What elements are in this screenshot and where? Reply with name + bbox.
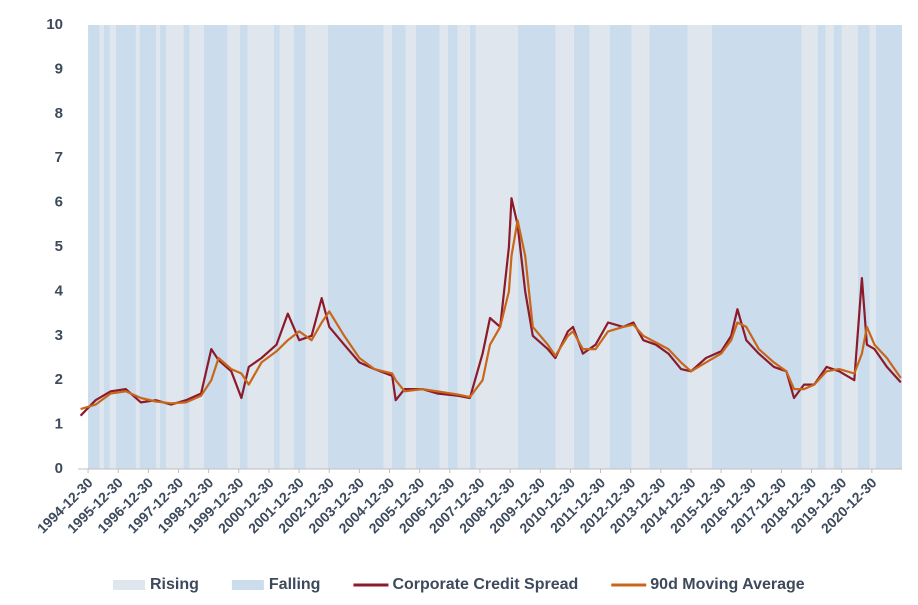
band (555, 25, 574, 469)
band (869, 25, 876, 469)
band (135, 25, 140, 469)
y-tick-label: 2 (55, 371, 63, 388)
band (801, 25, 818, 469)
band (631, 25, 650, 469)
band (858, 25, 870, 469)
band (875, 25, 902, 469)
band (573, 25, 590, 469)
band (99, 25, 104, 469)
band (825, 25, 834, 469)
band (841, 25, 859, 469)
series-line (79, 197, 902, 417)
band (203, 25, 228, 469)
y-tick-label: 0 (55, 460, 63, 477)
legend-swatch (231, 580, 264, 590)
band (383, 25, 392, 469)
band (115, 25, 136, 469)
band (305, 25, 328, 469)
legend-label: Falling (269, 576, 321, 593)
y-tick-label: 7 (55, 149, 63, 166)
band (139, 25, 156, 469)
y-tick-label: 5 (55, 238, 63, 255)
band (833, 25, 842, 469)
band (649, 25, 688, 469)
band (293, 25, 306, 469)
legend: Rising Falling Corporate Credit Spread 90d … (113, 576, 805, 593)
band (103, 25, 110, 469)
band (239, 25, 248, 469)
band (457, 25, 470, 469)
legend-label: Corporate Credit Spread (392, 576, 578, 593)
legend-label: 90d Moving Average (650, 576, 805, 593)
band (227, 25, 240, 469)
band (405, 25, 416, 469)
band (247, 25, 275, 469)
y-tick-label: 4 (55, 282, 64, 299)
band (469, 25, 476, 469)
legend-swatch (113, 580, 145, 590)
band (391, 25, 406, 469)
y-tick-label: 1 (55, 416, 63, 433)
y-tick-label: 3 (55, 327, 63, 344)
y-tick-label: 8 (55, 105, 63, 122)
band (160, 25, 167, 469)
series-line (80, 219, 902, 411)
band (687, 25, 712, 469)
band (155, 25, 161, 469)
band (609, 25, 632, 469)
band (279, 25, 294, 469)
y-tick-label: 6 (55, 194, 63, 211)
band (817, 25, 826, 469)
band (415, 25, 440, 469)
y-tick-label: 10 (46, 16, 63, 33)
band (589, 25, 610, 469)
band (88, 25, 100, 469)
band (711, 25, 802, 469)
band (475, 25, 518, 469)
band (166, 25, 184, 469)
band (183, 25, 190, 469)
band (274, 25, 280, 469)
band (327, 25, 384, 469)
band (447, 25, 458, 469)
band (189, 25, 204, 469)
legend-label: Rising (150, 576, 199, 593)
y-tick-label: 9 (55, 60, 63, 77)
band (439, 25, 448, 469)
band (109, 25, 116, 469)
